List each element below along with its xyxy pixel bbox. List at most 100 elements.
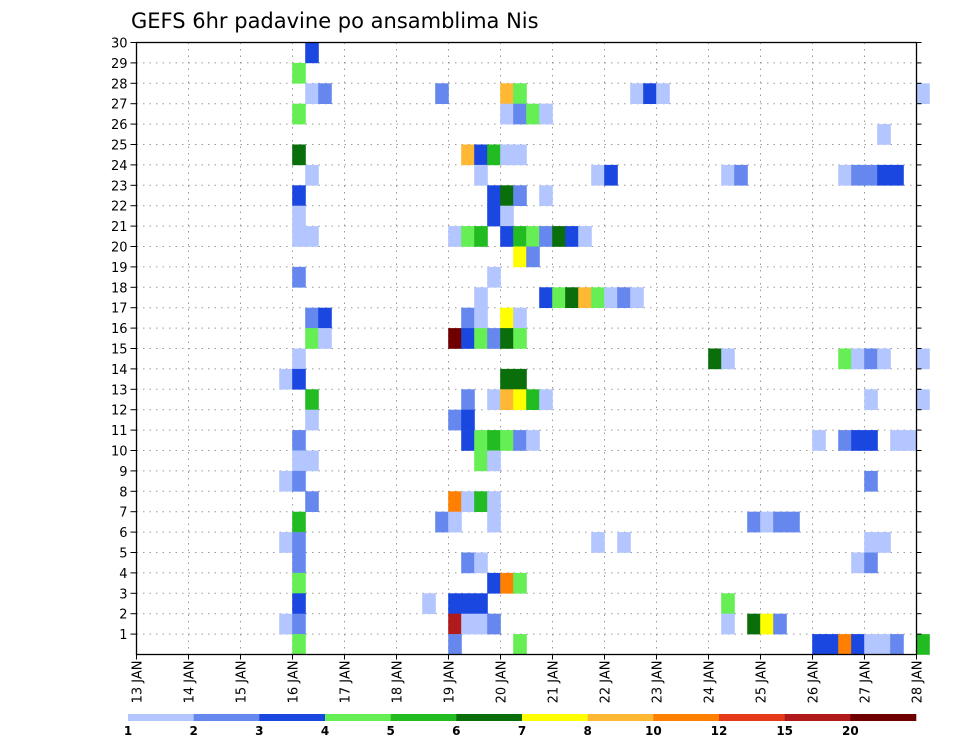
data-cell (513, 572, 527, 594)
data-cell (279, 368, 293, 390)
data-cell (487, 205, 501, 227)
data-cell (292, 593, 306, 614)
data-cell (513, 307, 527, 329)
data-cell (487, 450, 501, 472)
data-cell (448, 491, 462, 512)
data-cell (461, 307, 475, 329)
x-tick-label: 22 JAN (599, 661, 614, 704)
data-cell (500, 103, 514, 125)
data-cell (864, 634, 878, 655)
data-cell (890, 164, 904, 186)
data-cell (838, 430, 852, 451)
data-cell (292, 266, 306, 288)
data-cell (877, 634, 891, 655)
data-cell (487, 389, 501, 410)
data-cell (864, 389, 878, 410)
data-cell (877, 124, 891, 145)
data-cell (916, 634, 930, 655)
data-cell (864, 348, 878, 370)
x-tick-label: 21 JAN (547, 661, 562, 704)
data-cell (565, 226, 579, 247)
data-cell (864, 164, 878, 186)
data-cell (292, 348, 306, 370)
data-cell (656, 83, 670, 104)
y-tick-label: 10 (111, 445, 128, 460)
data-cell (851, 164, 865, 186)
data-cell (461, 593, 475, 614)
data-cell (760, 511, 774, 533)
legend-swatch (522, 714, 588, 721)
data-cell (292, 511, 306, 533)
data-cell (500, 205, 514, 227)
data-cell (526, 103, 540, 125)
data-cell (487, 613, 501, 635)
y-tick-label: 19 (111, 261, 128, 276)
legend-swatch (390, 714, 457, 721)
data-cell (500, 389, 514, 410)
data-cell (552, 287, 566, 308)
data-cell (500, 185, 514, 206)
x-tick-label: 18 JAN (391, 661, 406, 704)
y-tick-label: 18 (111, 281, 128, 296)
data-cell (474, 144, 488, 166)
data-cell (292, 368, 306, 390)
data-cell (474, 450, 488, 472)
data-cell (643, 83, 657, 104)
data-cell (539, 389, 553, 410)
data-cell (279, 613, 293, 635)
data-cell (513, 389, 527, 410)
data-cell (448, 328, 462, 349)
data-cell (474, 307, 488, 329)
y-tick-label: 27 (111, 98, 128, 113)
data-cell (513, 634, 527, 655)
y-tick-label: 20 (111, 241, 128, 256)
data-cell (916, 348, 930, 370)
data-cell (734, 164, 748, 186)
data-cell (825, 634, 839, 655)
data-cell (292, 103, 306, 125)
legend-swatch (784, 714, 851, 721)
legend-swatch (193, 714, 260, 721)
data-cell (500, 368, 514, 390)
data-cell (708, 348, 722, 370)
color-legend: 1 2 3 4 5 6 7 8 10 12 15 20 (124, 714, 917, 738)
y-tick-label: 3 (119, 587, 127, 602)
data-cell (721, 348, 735, 370)
data-cell (292, 430, 306, 451)
legend-label: 4 (321, 724, 329, 738)
data-cell (591, 532, 605, 553)
data-cell (513, 368, 527, 390)
data-cell (448, 613, 462, 635)
data-cell (305, 307, 319, 329)
data-cell (474, 164, 488, 186)
data-cell (526, 226, 540, 247)
data-cell (474, 552, 488, 574)
data-cell (487, 511, 501, 533)
data-cell (461, 144, 475, 166)
data-cell (435, 511, 449, 533)
data-cell (513, 103, 527, 125)
data-cell (812, 430, 826, 451)
data-cell (279, 532, 293, 553)
y-tick-label: 28 (111, 77, 128, 92)
legend-label: 12 (711, 724, 728, 738)
data-cell (773, 613, 787, 635)
data-cell (539, 226, 553, 247)
data-cell (877, 164, 891, 186)
data-cell (513, 185, 527, 206)
data-cell (305, 164, 319, 186)
data-cell (461, 226, 475, 247)
y-tick-label: 2 (119, 608, 127, 623)
legend-swatch (128, 714, 194, 721)
x-tick-label: 17 JAN (339, 661, 354, 704)
legend-swatch (850, 714, 917, 721)
data-cell (461, 389, 475, 410)
data-cell (474, 226, 488, 247)
data-cell (292, 634, 306, 655)
data-cell (305, 389, 319, 410)
data-cell (461, 613, 475, 635)
data-cell (487, 491, 501, 512)
y-tick-label: 21 (111, 220, 128, 235)
data-cell (474, 328, 488, 349)
data-cell (513, 246, 527, 268)
